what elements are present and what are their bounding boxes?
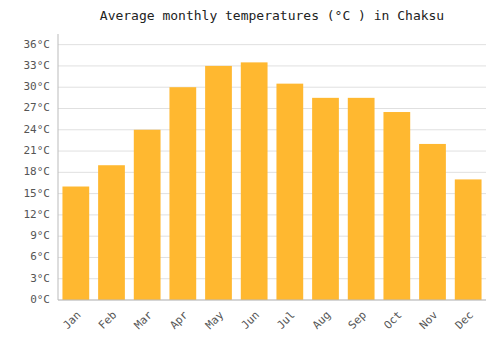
bar [312, 98, 339, 300]
bar [276, 84, 303, 300]
x-tick-label: Nov [417, 308, 441, 332]
y-tick-label: 0°C [30, 293, 50, 306]
bar [134, 130, 161, 300]
bar [383, 112, 410, 300]
chart-svg: 0°C 3°C 6°C 9°C 12°C 15°C 18°C 21°C 24°C 27°C 30°C… [0, 0, 500, 350]
y-tick-label: 30°C [24, 80, 51, 93]
y-tick-label: 15°C [24, 187, 51, 200]
bar [455, 179, 482, 300]
x-tick-label: Dec [453, 309, 476, 332]
y-tick-label: 12°C [24, 208, 51, 221]
y-axis: 0°C 3°C 6°C 9°C 12°C 15°C 18°C 21°C 24°C 27°C 30°C… [24, 34, 59, 306]
y-tick-label: 21°C [24, 144, 51, 157]
bar [62, 187, 89, 300]
y-tick-label: 33°C [24, 59, 51, 72]
x-tick-label: Aug [310, 309, 333, 332]
x-axis-line [58, 300, 486, 301]
bar [348, 98, 375, 300]
chart-container: 0°C 3°C 6°C 9°C 12°C 15°C 18°C 21°C 24°C 27°C 30°C… [0, 0, 500, 350]
grid-line [58, 44, 486, 45]
x-axis: Jan Feb Mar Apr May Jun Jul Aug Sep Oct Nov Dec [58, 300, 486, 332]
y-tick-label: 24°C [24, 123, 51, 136]
grid [58, 45, 486, 300]
bar [419, 144, 446, 300]
x-tick-label: Sep [346, 309, 369, 332]
bar [241, 62, 268, 300]
chart-title: Average monthly temperatures (°C ) in Ch… [100, 8, 444, 23]
y-tick-label: 3°C [30, 272, 50, 285]
bar [98, 165, 125, 300]
y-axis-line [58, 34, 59, 300]
grid-line [58, 65, 486, 66]
grid-line [58, 129, 486, 130]
x-tick-label: Jul [274, 309, 297, 332]
x-tick-label: Jan [60, 309, 83, 332]
y-tick-label: 18°C [24, 165, 51, 178]
x-tick-label: May [203, 308, 227, 332]
bars [62, 62, 481, 300]
grid-line [58, 87, 486, 88]
grid-line [58, 300, 486, 301]
x-tick-label: Apr [167, 308, 191, 332]
y-tick-label: 9°C [30, 229, 50, 242]
x-tick-label: Jun [239, 309, 262, 332]
x-tick-label: Oct [381, 309, 404, 332]
bar [169, 87, 196, 300]
y-tick-label: 6°C [30, 250, 50, 263]
bar [205, 66, 232, 300]
y-tick-label: 36°C [24, 38, 51, 51]
x-tick-label: Feb [96, 309, 119, 332]
y-tick-label: 27°C [24, 101, 51, 114]
x-tick-label: Mar [132, 308, 156, 332]
grid-line [58, 108, 486, 109]
